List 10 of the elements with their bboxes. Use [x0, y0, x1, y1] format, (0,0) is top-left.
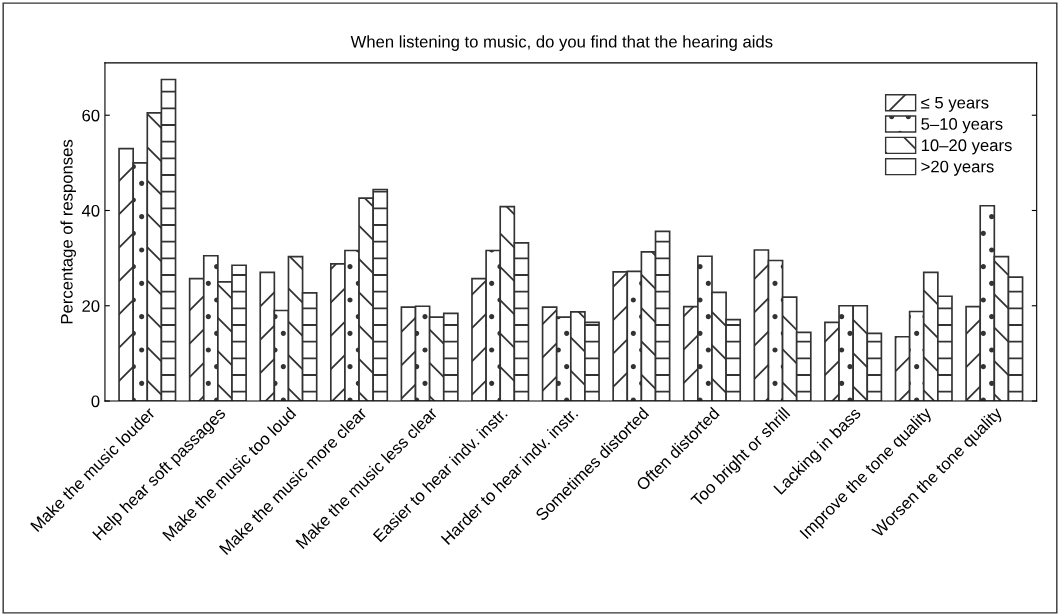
- y-tick-label: 20: [82, 300, 100, 312]
- y-tick-label: 60: [82, 109, 100, 122]
- y-axis-title: Percentage of responses: [60, 139, 76, 324]
- chart-title: When listening to music, do you find that the hearing aids: [350, 35, 773, 51]
- legend-label: 5–10 years: [921, 118, 1003, 134]
- legend-label: >20 years: [921, 160, 994, 176]
- legend-label: ≤ 5 years: [921, 96, 989, 112]
- legend-label: 10–20 years: [921, 139, 1012, 155]
- y-tick-label: 40: [81, 204, 100, 217]
- y-tick-label: 0: [91, 395, 100, 408]
